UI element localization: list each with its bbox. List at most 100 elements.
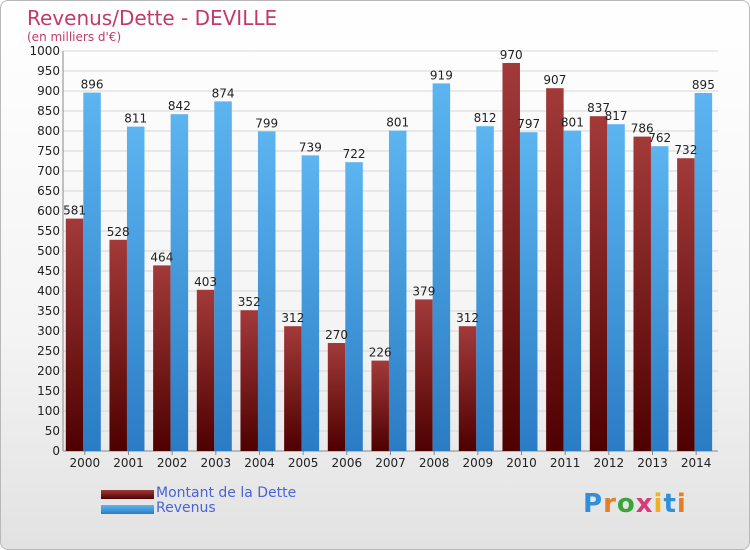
data-label-debt: 464 [150,250,173,264]
data-label-debt: 352 [238,295,261,309]
x-tick-label: 2011 [550,456,581,470]
bar-debt [502,63,520,451]
x-axis: 2000 2001 2002 2003 2004 2005 2006 2007 2008 2009… [70,451,712,470]
data-label-revenue: 799 [255,116,278,130]
bar-revenue [607,124,625,451]
y-tick-label: 500 [37,244,60,258]
bar-debt [589,116,608,451]
chart-title: Revenus/Dette - DEVILLE [27,6,278,30]
data-label-revenue: 896 [81,78,104,92]
bar-debt [633,136,651,451]
data-label-revenue: 895 [692,78,715,92]
bar-revenue [345,162,363,451]
x-tick-label: 2002 [157,456,188,470]
data-label-revenue: 812 [474,111,497,125]
data-label-debt: 528 [107,225,130,239]
logo-letter: x [635,489,654,519]
logo-letter: i [676,489,687,519]
y-tick-label: 850 [37,104,60,118]
bar-debt [109,239,127,451]
x-tick-label: 2001 [113,456,144,470]
bar-revenue [388,130,407,451]
x-tick-label: 2000 [70,456,101,470]
bar-debt [240,310,258,451]
data-label-revenue: 817 [605,109,628,123]
y-tick-label: 250 [37,344,60,358]
y-tick-label: 50 [45,424,60,438]
data-label-debt: 403 [194,275,217,289]
data-label-revenue: 797 [517,117,540,131]
x-tick-label: 2003 [201,456,232,470]
y-tick-label: 300 [37,324,60,338]
data-label-debt: 312 [281,311,304,325]
data-label-revenue: 811 [124,112,147,126]
logo-letter: r [603,489,617,519]
legend-label-revenue: Revenus [156,500,216,516]
y-tick-label: 600 [37,204,60,218]
bars [65,63,713,452]
chart-subtitle: (en milliers d'€) [27,30,122,44]
bar-debt [196,289,215,451]
data-label-debt: 786 [631,122,654,136]
y-tick-label: 200 [37,364,60,378]
logo-letter: i [653,489,664,519]
bar-revenue [432,83,451,452]
data-labels: 581 896 528 811 464 842 403 874 352 799 312 739 270 7… [63,48,715,360]
bar-revenue [694,93,713,451]
data-label-debt: 270 [325,328,348,342]
y-tick-label: 100 [37,404,60,418]
x-tick-label: 2010 [506,456,537,470]
y-tick-label: 450 [37,264,60,278]
bar-revenue [650,146,669,451]
data-label-debt: 581 [63,204,86,218]
data-label-revenue: 919 [430,68,453,82]
data-label-debt: 970 [500,48,523,62]
y-axis: 0 50 100 150 200 250 300 350 400 450 500 550 600 650 7… [29,44,60,458]
y-tick-label: 350 [37,304,60,318]
data-label-revenue: 762 [648,131,671,145]
logo-letter: P [583,489,604,519]
data-label-revenue: 842 [168,99,191,113]
bar-debt [327,343,346,451]
bar-revenue [257,131,276,451]
x-tick-label: 2013 [637,456,668,470]
bar-debt [284,326,302,451]
x-tick-label: 2014 [681,456,712,470]
legend-swatch-revenue [101,505,154,514]
logo-letter: o [616,489,636,519]
y-tick-label: 650 [37,184,60,198]
data-label-debt: 226 [369,346,392,360]
bar-revenue [476,126,494,451]
x-tick-label: 2006 [332,456,363,470]
data-label-debt: 732 [674,143,697,157]
legend-swatch-debt [101,490,154,499]
x-tick-label: 2007 [375,456,406,470]
bar-revenue [301,155,320,451]
x-tick-label: 2009 [463,456,494,470]
bar-debt [677,158,695,451]
y-tick-label: 800 [37,124,60,138]
data-label-debt: 837 [587,101,610,115]
y-tick-label: 950 [37,64,60,78]
logo-letter: t [663,489,677,519]
bar-debt [546,88,564,451]
y-tick-label: 700 [37,164,60,178]
x-tick-label: 2004 [244,456,275,470]
bar-debt [371,360,389,451]
data-label-debt: 379 [412,284,435,298]
bar-revenue [563,130,582,451]
proxiti-logo: Proxiti [583,489,687,519]
data-label-debt: 907 [543,73,566,87]
bar-revenue [519,132,538,451]
data-label-revenue: 722 [343,147,366,161]
bar-debt [415,299,433,451]
y-tick-label: 750 [37,144,60,158]
x-tick-label: 2008 [419,456,450,470]
x-tick-label: 2005 [288,456,319,470]
data-label-revenue: 801 [561,116,584,130]
data-label-revenue: 801 [386,116,409,130]
bar-revenue [214,101,232,452]
data-label-debt: 312 [456,311,479,325]
